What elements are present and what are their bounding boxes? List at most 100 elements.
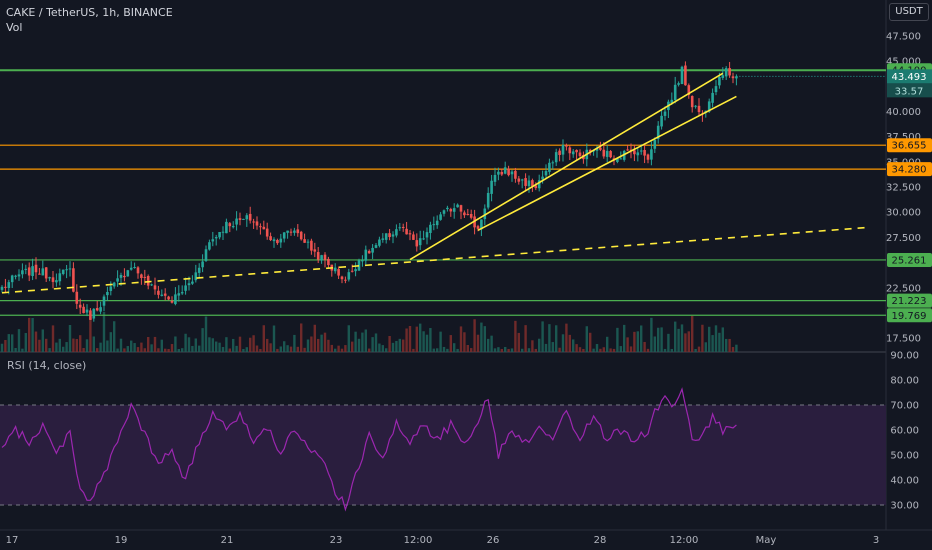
candle-body bbox=[656, 125, 660, 139]
time-axis-tick: 28 bbox=[594, 535, 607, 546]
candle-body bbox=[24, 268, 28, 270]
candle-body bbox=[435, 220, 439, 226]
volume-bar bbox=[194, 338, 197, 352]
volume-bar bbox=[548, 324, 551, 352]
candle-body bbox=[534, 185, 538, 189]
volume-bar bbox=[228, 348, 231, 352]
candle-body bbox=[157, 290, 160, 295]
candle-body bbox=[510, 171, 514, 175]
volume-bar bbox=[126, 346, 129, 352]
volume-bar bbox=[45, 338, 48, 352]
candle-body bbox=[636, 152, 640, 156]
volume-bar bbox=[89, 317, 92, 352]
volume-bar bbox=[75, 338, 78, 352]
currency-badge[interactable]: USDT bbox=[889, 3, 929, 21]
volume-bar bbox=[191, 345, 194, 352]
time-axis-tick: 21 bbox=[221, 535, 234, 546]
candle-body bbox=[21, 270, 24, 275]
candle-body bbox=[684, 65, 687, 86]
candle-body bbox=[653, 139, 657, 149]
volume-bar bbox=[694, 349, 697, 352]
candle-body bbox=[639, 150, 643, 152]
candle-body bbox=[194, 272, 198, 281]
candle-body bbox=[694, 105, 697, 107]
candle-body bbox=[99, 307, 102, 312]
volume-bar bbox=[157, 348, 160, 352]
volume-bar bbox=[340, 348, 344, 352]
volume-bar bbox=[79, 335, 82, 352]
candle-body bbox=[646, 154, 650, 160]
volume-bar bbox=[402, 339, 405, 352]
candle-body bbox=[724, 68, 728, 77]
price-axis-tick: 47.500 bbox=[886, 32, 921, 43]
candle-body bbox=[497, 171, 500, 175]
volume-bar bbox=[62, 346, 65, 352]
candle-body bbox=[361, 260, 364, 262]
candle-body bbox=[248, 213, 252, 221]
volume-value-label: 33.57 bbox=[895, 86, 924, 97]
candle-body bbox=[483, 208, 487, 220]
rsi-axis-tick: 70.00 bbox=[890, 401, 919, 412]
candle-body bbox=[374, 245, 378, 248]
price-level-badge bbox=[887, 308, 932, 323]
volume-bar bbox=[697, 346, 701, 352]
candle-body bbox=[146, 276, 150, 286]
volume-bar bbox=[493, 348, 497, 352]
last-price-label: 43.493 bbox=[892, 72, 927, 83]
volume-bar bbox=[347, 325, 350, 352]
volume-bar bbox=[408, 325, 412, 352]
candle-body bbox=[265, 228, 269, 237]
candle-body bbox=[14, 275, 17, 277]
candle-body bbox=[439, 214, 442, 220]
time-axis-tick: 26 bbox=[487, 535, 500, 546]
candle-body bbox=[565, 145, 568, 147]
volume-bar bbox=[303, 347, 306, 352]
volume-bar bbox=[446, 348, 449, 352]
candle-body bbox=[463, 212, 466, 216]
volume-bar bbox=[164, 348, 167, 352]
volume-bar bbox=[504, 346, 507, 352]
candle-body bbox=[316, 252, 320, 260]
candle-body bbox=[78, 304, 82, 308]
candle-body bbox=[422, 238, 425, 240]
candle-body bbox=[626, 149, 629, 151]
candle-body bbox=[116, 278, 119, 282]
volume-bar bbox=[38, 339, 41, 352]
trendline bbox=[1, 226, 870, 294]
candle-body bbox=[728, 68, 731, 76]
volume-bar bbox=[480, 322, 483, 352]
candle-body bbox=[507, 168, 510, 176]
candle-body bbox=[333, 267, 337, 272]
candle-body bbox=[170, 300, 174, 303]
volume-bar bbox=[531, 340, 534, 352]
candle-body bbox=[112, 282, 116, 287]
volume-bar bbox=[136, 347, 140, 352]
volume-bar bbox=[279, 346, 282, 352]
volume-bar bbox=[619, 346, 622, 352]
volume-bar bbox=[572, 339, 575, 352]
volume-bar bbox=[578, 347, 582, 352]
volume-bar bbox=[174, 336, 177, 352]
volume-bar bbox=[684, 333, 687, 352]
volume-bar bbox=[150, 344, 153, 352]
volume-bar bbox=[323, 332, 327, 352]
volume-bar bbox=[497, 347, 500, 352]
volume-bar bbox=[106, 340, 109, 352]
candle-body bbox=[531, 180, 534, 187]
volume-bar bbox=[653, 336, 656, 352]
candle-body bbox=[629, 149, 633, 151]
candle-body bbox=[541, 176, 544, 180]
chart-title: CAKE / TetherUS, 1h, BINANCE bbox=[6, 6, 173, 19]
volume-bar bbox=[232, 338, 235, 352]
volume-bar bbox=[514, 320, 517, 352]
candle-body bbox=[415, 240, 419, 247]
volume-bar bbox=[599, 348, 602, 352]
volume-bar bbox=[466, 344, 469, 352]
candle-body bbox=[493, 174, 497, 182]
volume-bar bbox=[211, 338, 214, 352]
price-axis-tick: 30.000 bbox=[886, 208, 921, 219]
volume-bar bbox=[238, 336, 242, 352]
volume-bar bbox=[419, 323, 422, 352]
candle-body bbox=[119, 274, 123, 278]
